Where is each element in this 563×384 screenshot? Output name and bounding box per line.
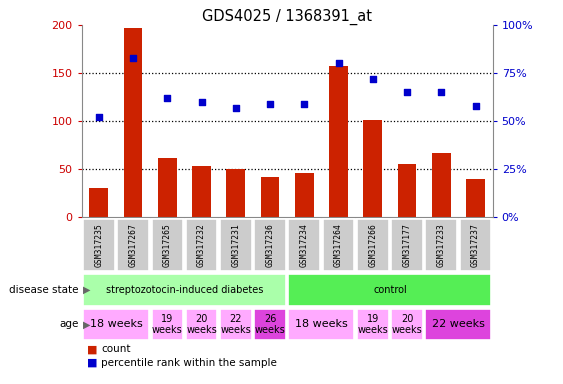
Text: 18 weeks: 18 weeks bbox=[295, 319, 348, 329]
Text: 20
weeks: 20 weeks bbox=[392, 314, 422, 335]
Text: GSM317233: GSM317233 bbox=[437, 223, 446, 267]
Text: 19
weeks: 19 weeks bbox=[152, 314, 182, 335]
Text: GSM317267: GSM317267 bbox=[128, 223, 137, 267]
Bar bbox=[391, 218, 423, 271]
Point bbox=[471, 103, 480, 109]
Text: 19
weeks: 19 weeks bbox=[358, 314, 388, 335]
Bar bbox=[397, 164, 417, 217]
Bar bbox=[426, 309, 491, 340]
Text: GSM317232: GSM317232 bbox=[197, 223, 206, 267]
Bar bbox=[460, 218, 491, 271]
Bar bbox=[295, 173, 314, 217]
Bar bbox=[357, 218, 388, 271]
Text: control: control bbox=[373, 285, 406, 295]
Text: GSM317237: GSM317237 bbox=[471, 223, 480, 267]
Text: 22
weeks: 22 weeks bbox=[220, 314, 251, 335]
Point bbox=[94, 114, 103, 120]
Title: GDS4025 / 1368391_at: GDS4025 / 1368391_at bbox=[202, 9, 372, 25]
Bar bbox=[357, 309, 388, 340]
Bar bbox=[220, 218, 252, 271]
Point bbox=[437, 89, 446, 95]
Text: age: age bbox=[60, 319, 79, 329]
Bar bbox=[254, 218, 286, 271]
Bar bbox=[432, 153, 450, 217]
Text: GSM317236: GSM317236 bbox=[266, 223, 275, 267]
Text: 22 weeks: 22 weeks bbox=[432, 319, 485, 329]
Point bbox=[334, 60, 343, 66]
Text: ■: ■ bbox=[87, 344, 98, 354]
Text: disease state: disease state bbox=[10, 285, 79, 295]
Bar bbox=[363, 120, 382, 217]
Point bbox=[197, 99, 206, 105]
Bar bbox=[90, 188, 108, 217]
Bar bbox=[288, 309, 354, 340]
Bar bbox=[220, 309, 252, 340]
Text: GSM317235: GSM317235 bbox=[94, 223, 103, 267]
Text: GSM317266: GSM317266 bbox=[368, 223, 377, 267]
Text: GSM317234: GSM317234 bbox=[300, 223, 309, 267]
Point bbox=[403, 89, 412, 95]
Text: percentile rank within the sample: percentile rank within the sample bbox=[101, 358, 277, 368]
Text: GSM317264: GSM317264 bbox=[334, 223, 343, 267]
Text: 26
weeks: 26 weeks bbox=[254, 314, 285, 335]
Bar bbox=[288, 218, 320, 271]
Text: GSM317231: GSM317231 bbox=[231, 223, 240, 267]
Bar bbox=[323, 218, 354, 271]
Text: GSM317265: GSM317265 bbox=[163, 223, 172, 267]
Text: count: count bbox=[101, 344, 131, 354]
Text: ▶: ▶ bbox=[83, 319, 91, 329]
Text: 20
weeks: 20 weeks bbox=[186, 314, 217, 335]
Point bbox=[300, 101, 309, 107]
Bar bbox=[192, 166, 211, 217]
Bar bbox=[391, 309, 423, 340]
Bar bbox=[124, 28, 142, 217]
Bar bbox=[186, 309, 217, 340]
Point bbox=[231, 104, 240, 111]
Bar bbox=[426, 218, 457, 271]
Bar bbox=[83, 309, 149, 340]
Bar bbox=[288, 274, 491, 306]
Point bbox=[266, 101, 275, 107]
Point bbox=[163, 95, 172, 101]
Bar bbox=[151, 218, 183, 271]
Point bbox=[368, 76, 377, 82]
Bar bbox=[226, 169, 245, 217]
Bar bbox=[329, 66, 348, 217]
Bar bbox=[158, 159, 177, 217]
Bar bbox=[186, 218, 217, 271]
Bar bbox=[83, 274, 286, 306]
Bar bbox=[151, 309, 183, 340]
Bar bbox=[254, 309, 286, 340]
Point bbox=[128, 55, 137, 61]
Text: GSM317177: GSM317177 bbox=[403, 223, 412, 267]
Text: ■: ■ bbox=[87, 358, 98, 368]
Bar bbox=[261, 177, 279, 217]
Text: streptozotocin-induced diabetes: streptozotocin-induced diabetes bbox=[106, 285, 263, 295]
Bar bbox=[117, 218, 149, 271]
Bar bbox=[83, 218, 114, 271]
Text: 18 weeks: 18 weeks bbox=[90, 319, 142, 329]
Bar bbox=[466, 179, 485, 217]
Text: ▶: ▶ bbox=[83, 285, 91, 295]
